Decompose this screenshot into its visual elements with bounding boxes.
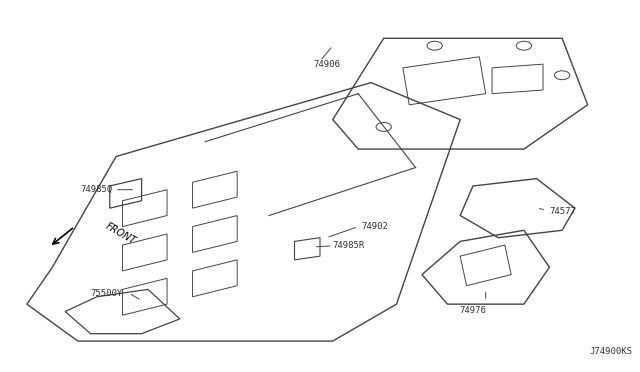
Text: J74900KS: J74900KS [589, 347, 632, 356]
Text: 74906: 74906 [314, 60, 340, 69]
Text: 74976: 74976 [460, 306, 486, 315]
Text: 74985Q: 74985Q [81, 185, 113, 194]
Text: 74902: 74902 [362, 222, 388, 231]
Text: 74985R: 74985R [333, 241, 365, 250]
Text: 75500Y: 75500Y [90, 289, 122, 298]
Text: FRONT: FRONT [103, 221, 137, 247]
Text: 74577: 74577 [549, 207, 576, 217]
